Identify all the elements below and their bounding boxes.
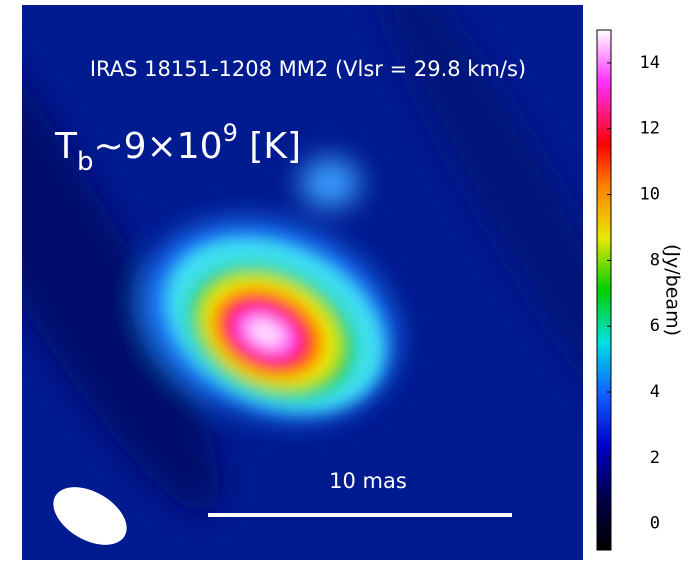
colorbar-tick-label: 2 (650, 448, 660, 468)
colorbar-tick-label: 0 (650, 514, 660, 534)
colorbar-tick-label: 10 (640, 185, 660, 205)
colorbar-tick-label: 4 (650, 382, 660, 402)
colorbar (597, 30, 611, 550)
annotation-mid: ~9×10 (94, 126, 223, 167)
colorbar-tick-label: 12 (640, 119, 660, 139)
figure: 10 mas IRAS 18151-1208 MM2 (Vlsr = 29.8 … (0, 0, 690, 566)
annotation-sub: b (77, 147, 94, 177)
colorbar-label: (Jy/beam) (662, 244, 684, 336)
colorbar-tick-label: 14 (640, 53, 660, 73)
annotation-base: T (54, 126, 78, 167)
title: IRAS 18151-1208 MM2 (Vlsr = 29.8 km/s) (90, 57, 526, 81)
annotation-tail: [K] (238, 126, 301, 167)
colorbar-tick-label: 6 (650, 316, 660, 336)
scale-bar-label: 10 mas (329, 469, 407, 493)
sky-image: 10 mas IRAS 18151-1208 MM2 (Vlsr = 29.8 … (0, 0, 690, 560)
annotation-sup: 9 (223, 119, 238, 147)
colorbar-tick-label: 8 (650, 250, 660, 270)
